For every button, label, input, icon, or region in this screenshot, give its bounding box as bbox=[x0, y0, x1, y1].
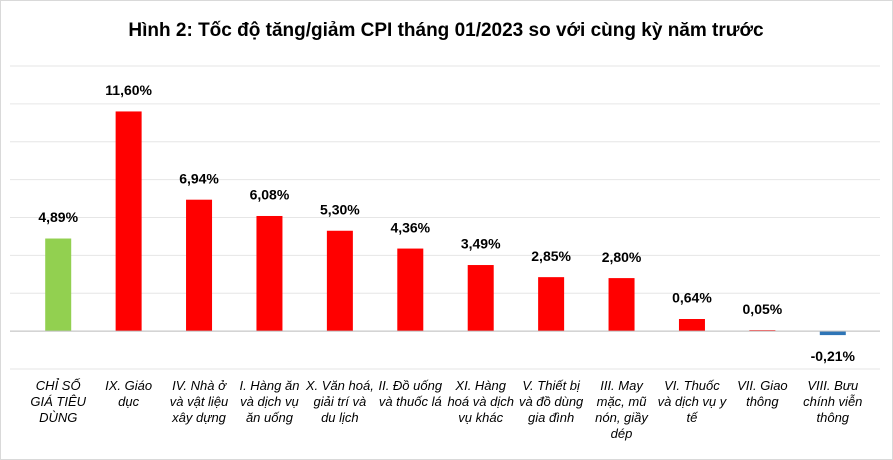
x-tick-label: VIII. Bưu chính viễn thông bbox=[803, 378, 863, 425]
x-tick-label: IX. Giáo dục bbox=[105, 378, 153, 409]
bar bbox=[326, 230, 353, 332]
bar bbox=[397, 248, 424, 332]
bar bbox=[45, 238, 72, 332]
bar bbox=[678, 319, 705, 332]
bar bbox=[608, 278, 635, 332]
value-label: 4,36% bbox=[390, 219, 430, 235]
x-tick-label: XI. Hàng hoá và dịch vụ khác bbox=[447, 378, 514, 425]
bar bbox=[538, 277, 565, 332]
value-label: 11,60% bbox=[105, 82, 152, 98]
x-tick-label: X. Văn hoá, giải trí và du lịch bbox=[305, 378, 374, 425]
value-label: 5,30% bbox=[320, 201, 360, 217]
chart-title: Hình 2: Tốc độ tăng/giảm CPI tháng 01/20… bbox=[128, 20, 764, 41]
bar bbox=[256, 215, 283, 332]
value-label: 2,80% bbox=[602, 249, 642, 265]
value-label: 2,85% bbox=[531, 248, 571, 264]
value-label: 6,08% bbox=[250, 187, 290, 203]
value-label: 6,94% bbox=[179, 170, 219, 186]
x-tick-label: VI. Thuốc và dịch vụ y tế bbox=[657, 378, 727, 425]
value-label: -0,21% bbox=[811, 348, 856, 364]
value-label: 0,64% bbox=[672, 290, 712, 306]
bar bbox=[186, 199, 213, 332]
bar bbox=[467, 265, 494, 332]
x-tick-label: VII. Giao thông bbox=[737, 378, 788, 409]
bar bbox=[819, 331, 846, 336]
x-tick-label: V. Thiết bị và đồ dùng gia đình bbox=[518, 378, 584, 425]
bar bbox=[115, 111, 142, 332]
x-tick-label: III. May mặc, mũ nón, giầy dép bbox=[595, 378, 648, 441]
value-label: 0,05% bbox=[743, 301, 783, 317]
x-tick-label: II. Đồ uống và thuốc lá bbox=[378, 378, 443, 409]
x-tick-label: IV. Nhà ở và vật liệu xây dựng bbox=[169, 378, 229, 425]
value-label: 4,89% bbox=[38, 209, 78, 225]
x-tick-label: I. Hàng ăn và dịch vụ ăn uống bbox=[239, 378, 300, 425]
value-label: 3,49% bbox=[461, 236, 501, 252]
x-tick-label: CHỈ SỐ GIÁ TIÊU DÙNG bbox=[30, 378, 87, 425]
